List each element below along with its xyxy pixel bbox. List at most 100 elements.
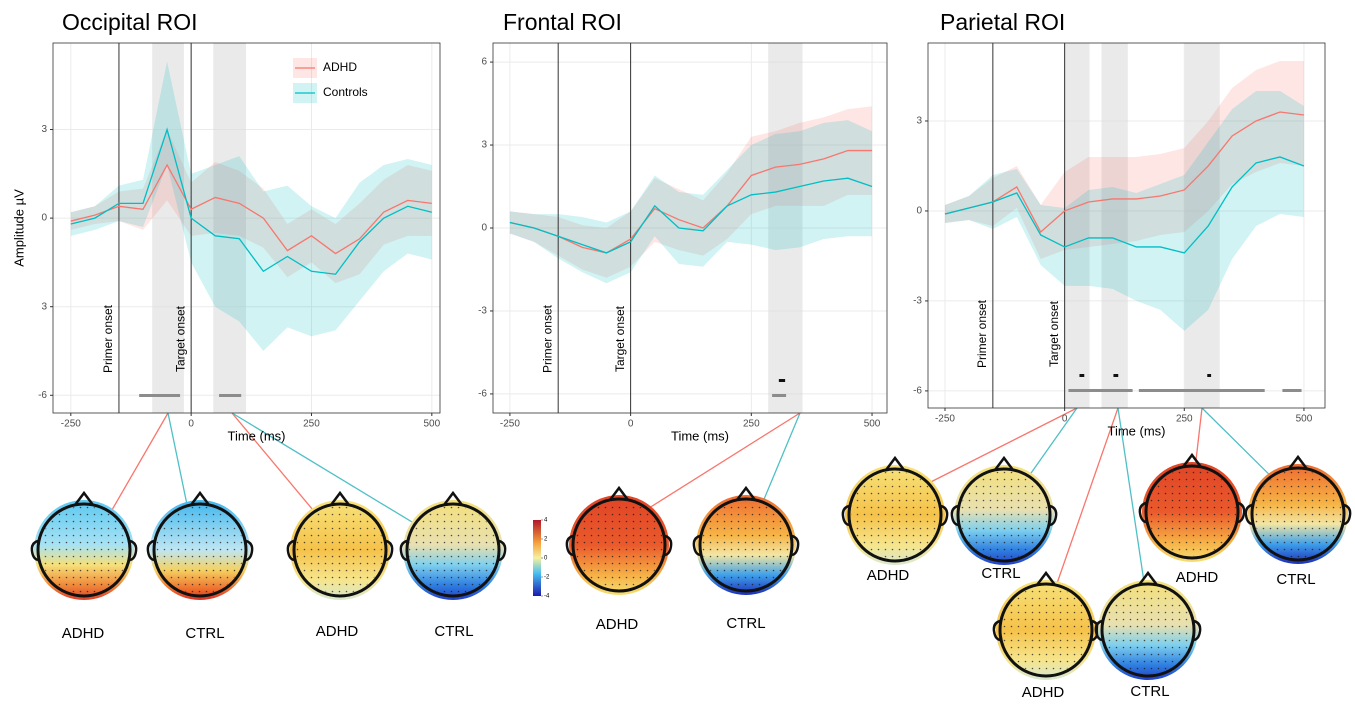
chart-title: Parietal ROI [940,9,1065,35]
colorbar-tick-label: -4 [544,594,550,600]
significance-bar [219,394,242,397]
significance-bar [1068,389,1133,392]
ear [385,539,394,562]
x-tick-label: 0 [628,419,634,430]
head-outline [1100,582,1196,678]
ear [950,504,959,527]
y-tick-label: 3 [41,124,47,135]
topomap-label: CTRL [726,615,765,632]
head-outline [571,497,667,593]
x-tick-label: 0 [188,419,194,430]
panel [53,43,440,413]
electrodes [296,506,384,594]
nose [74,490,94,506]
topomap-label: ADHD [1176,569,1219,586]
significance-bar [1282,389,1302,392]
analysis-window [213,43,247,413]
analysis-window [1064,43,1090,408]
topomap-label: CTRL [434,623,473,640]
head-outline [998,582,1094,678]
topomap-label: CTRL [981,565,1020,582]
nose [330,490,350,506]
y-tick-label: 0 [916,206,922,217]
topomap [286,490,394,600]
nose [1138,570,1158,586]
confidence-ribbon [944,60,1304,259]
topomap-label: ADHD [1022,684,1065,701]
colorbar-tick-label: 0 [544,556,548,562]
onset-label: Primer onset [975,299,989,368]
topomap-label: ADHD [316,623,359,640]
colorbar-tick-label: 4 [544,518,548,524]
x-tick-label: -250 [61,419,81,430]
x-tick-label: 0 [1062,414,1068,425]
nose [190,490,210,506]
y-axis-label: Amplitude µV [11,189,26,267]
electrodes [156,506,244,594]
topomap [950,455,1058,565]
series-line [944,111,1305,233]
topomap-label: ADHD [596,616,639,633]
ear [664,534,673,557]
colorbar [533,520,541,596]
x-tick-label: 500 [864,419,881,430]
y-tick-label: -6 [38,390,47,401]
y-tick-label: 3 [41,301,47,312]
topomap-label: CTRL [1276,571,1315,588]
nose [609,485,629,501]
colorbar-tick-label: 2 [544,537,548,543]
onset-label: Primer onset [540,304,554,373]
y-tick-label: -3 [478,306,487,317]
topomap [565,485,673,595]
series-line [70,127,432,275]
topomap [992,570,1100,680]
topomap [1244,454,1352,564]
onset-label: Target onset [1047,300,1061,367]
topomap [399,490,507,600]
nose [994,455,1014,471]
x-tick-label: 500 [1296,414,1313,425]
ear [30,539,39,562]
topomap [1138,452,1246,562]
ear [498,539,507,562]
electrodes [851,471,939,559]
confidence-ribbon [944,90,1304,331]
head-outline [292,502,388,598]
x-tick-label: 250 [743,419,760,430]
colorbar-tick-label: -2 [544,575,550,581]
topomap-label: CTRL [185,625,224,642]
significance-mark [778,379,786,382]
topomap-label: ADHD [867,567,910,584]
electrodes [1104,586,1192,674]
panel-border [927,42,1326,409]
x-tick-label: 250 [1176,414,1193,425]
ear [1193,619,1202,642]
ear [1138,501,1147,524]
onset-label: Target onset [613,305,627,372]
ear [1237,501,1246,524]
ear [940,504,949,527]
ear [245,539,254,562]
confidence-ribbon [509,120,873,284]
y-tick-label: 0 [41,213,47,224]
electrodes [1002,586,1090,674]
series-line [509,149,873,254]
head-outline [698,497,794,593]
topomap [692,485,800,595]
nose [1182,452,1202,468]
significance-mark [1207,374,1212,377]
ear [565,534,574,557]
series-line [70,163,432,255]
ear [146,539,155,562]
y-tick-label: 3 [916,116,922,127]
ear [1091,619,1100,642]
ear [129,539,138,562]
ear [1343,503,1352,526]
head-outline [956,467,1052,563]
x-tick-label: -250 [500,419,520,430]
head-outline [1250,466,1346,562]
significance-mark [1113,374,1119,377]
topomap-label: ADHD [62,625,105,642]
electrodes [409,506,497,594]
